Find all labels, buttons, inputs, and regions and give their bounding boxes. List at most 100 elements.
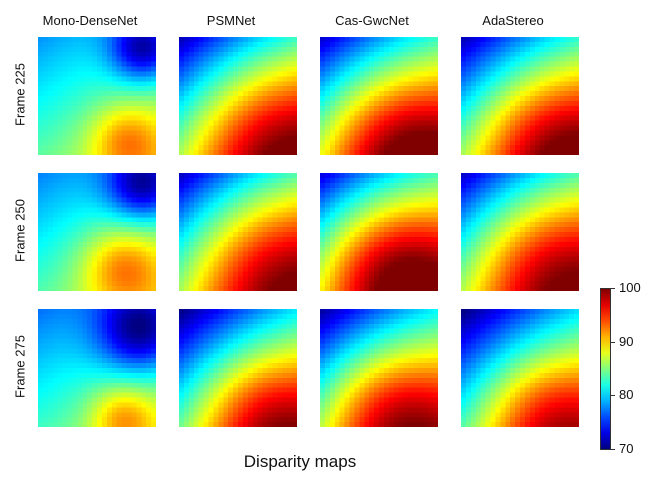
heatmap-cell — [475, 81, 481, 87]
heatmap-cell — [564, 91, 570, 97]
heatmap-cell — [151, 338, 156, 344]
heatmap-cell — [106, 130, 113, 136]
heatmap-cell — [183, 217, 190, 223]
heatmap-cell — [359, 96, 365, 102]
heatmap-cell — [106, 182, 113, 189]
heatmap-cell — [228, 281, 234, 287]
heatmap-cell — [344, 115, 350, 121]
heatmap-cell — [369, 91, 375, 97]
heatmap-cell — [574, 91, 579, 97]
heatmap-cell — [82, 125, 88, 131]
heatmap-cell — [393, 217, 399, 223]
heatmap-cell — [38, 372, 44, 379]
heatmap-cell — [179, 81, 185, 87]
heatmap-cell — [141, 91, 147, 97]
heatmap-cell — [116, 150, 122, 155]
heatmap-cell — [52, 276, 58, 282]
heatmap-cell — [408, 222, 414, 228]
heatmap-cell — [495, 286, 501, 291]
heatmap-cell — [62, 105, 68, 112]
heatmap-cell — [470, 96, 477, 102]
heatmap-cell — [461, 41, 467, 48]
heatmap-cell — [554, 71, 560, 77]
heatmap-cell — [529, 246, 536, 252]
heatmap-cell — [42, 207, 49, 213]
heatmap-cell — [403, 140, 409, 146]
heatmap-cell — [67, 309, 73, 315]
heatmap-cell — [354, 232, 360, 238]
heatmap-cell — [559, 182, 565, 189]
heatmap-cell — [38, 177, 44, 184]
heatmap-cell — [121, 222, 127, 228]
heatmap-cell — [500, 241, 506, 248]
heatmap-cell — [423, 197, 429, 203]
heatmap-cell — [183, 271, 190, 277]
heatmap-cell — [57, 217, 63, 223]
heatmap-cell — [87, 232, 93, 238]
heatmap-panel-frame-275-mono-densenet — [38, 309, 156, 427]
heatmap-cell — [67, 256, 73, 262]
heatmap-cell — [203, 76, 209, 82]
heatmap-cell — [82, 358, 88, 364]
heatmap-cell — [136, 372, 142, 379]
heatmap-cell — [121, 217, 127, 223]
heatmap-cell — [544, 120, 550, 126]
heatmap-cell — [505, 135, 511, 141]
heatmap-cell — [359, 192, 365, 198]
heatmap-cell — [282, 71, 288, 77]
heatmap-cell — [218, 110, 224, 116]
heatmap-cell — [101, 197, 108, 203]
heatmap-cell — [72, 115, 78, 121]
heatmap-cell — [228, 236, 234, 243]
heatmap-cell — [569, 227, 575, 233]
heatmap-cell — [193, 140, 199, 146]
heatmap-cell — [524, 51, 531, 57]
heatmap-cell — [106, 323, 113, 329]
heatmap-cell — [131, 232, 137, 238]
heatmap-cell — [369, 145, 375, 151]
heatmap-cell — [101, 125, 108, 131]
heatmap-cell — [223, 232, 229, 238]
heatmap-cell — [495, 110, 501, 116]
heatmap-cell — [559, 286, 565, 291]
heatmap-cell — [97, 212, 103, 218]
heatmap-cell — [87, 61, 93, 67]
heatmap-cell — [534, 130, 540, 136]
heatmap-cell — [495, 217, 501, 223]
heatmap-cell — [428, 286, 434, 291]
heatmap-cell — [67, 246, 73, 252]
heatmap-cell — [569, 192, 575, 198]
heatmap-cell — [272, 261, 278, 267]
heatmap-cell — [277, 173, 283, 179]
heatmap-cell — [67, 120, 73, 126]
heatmap-cell — [111, 110, 117, 116]
heatmap-cell — [203, 177, 209, 184]
heatmap-cell — [334, 100, 340, 107]
heatmap-cell — [344, 135, 350, 141]
heatmap-cell — [500, 130, 506, 136]
heatmap-cell — [398, 71, 404, 77]
heatmap-cell — [193, 236, 199, 243]
heatmap-cell — [62, 372, 68, 379]
heatmap-cell — [549, 276, 555, 282]
heatmap-cell — [77, 105, 83, 112]
heatmap-cell — [141, 96, 147, 102]
heatmap-cell — [524, 192, 531, 198]
heatmap-cell — [569, 76, 575, 82]
heatmap-cell — [126, 130, 132, 136]
heatmap-cell — [47, 246, 54, 252]
heatmap-cell — [349, 86, 355, 92]
heatmap-cell — [67, 227, 73, 233]
heatmap-cell — [374, 81, 380, 87]
heatmap-cell — [52, 333, 58, 339]
heatmap-cell — [193, 150, 199, 155]
heatmap-cell — [344, 46, 350, 53]
heatmap-cell — [354, 46, 360, 53]
heatmap-cell — [141, 66, 147, 72]
heatmap-cell — [433, 71, 438, 77]
heatmap-cell — [62, 192, 68, 198]
heatmap-cell — [505, 227, 511, 233]
heatmap-cell — [470, 222, 477, 228]
heatmap-cell — [252, 212, 258, 218]
heatmap-cell — [539, 86, 545, 92]
